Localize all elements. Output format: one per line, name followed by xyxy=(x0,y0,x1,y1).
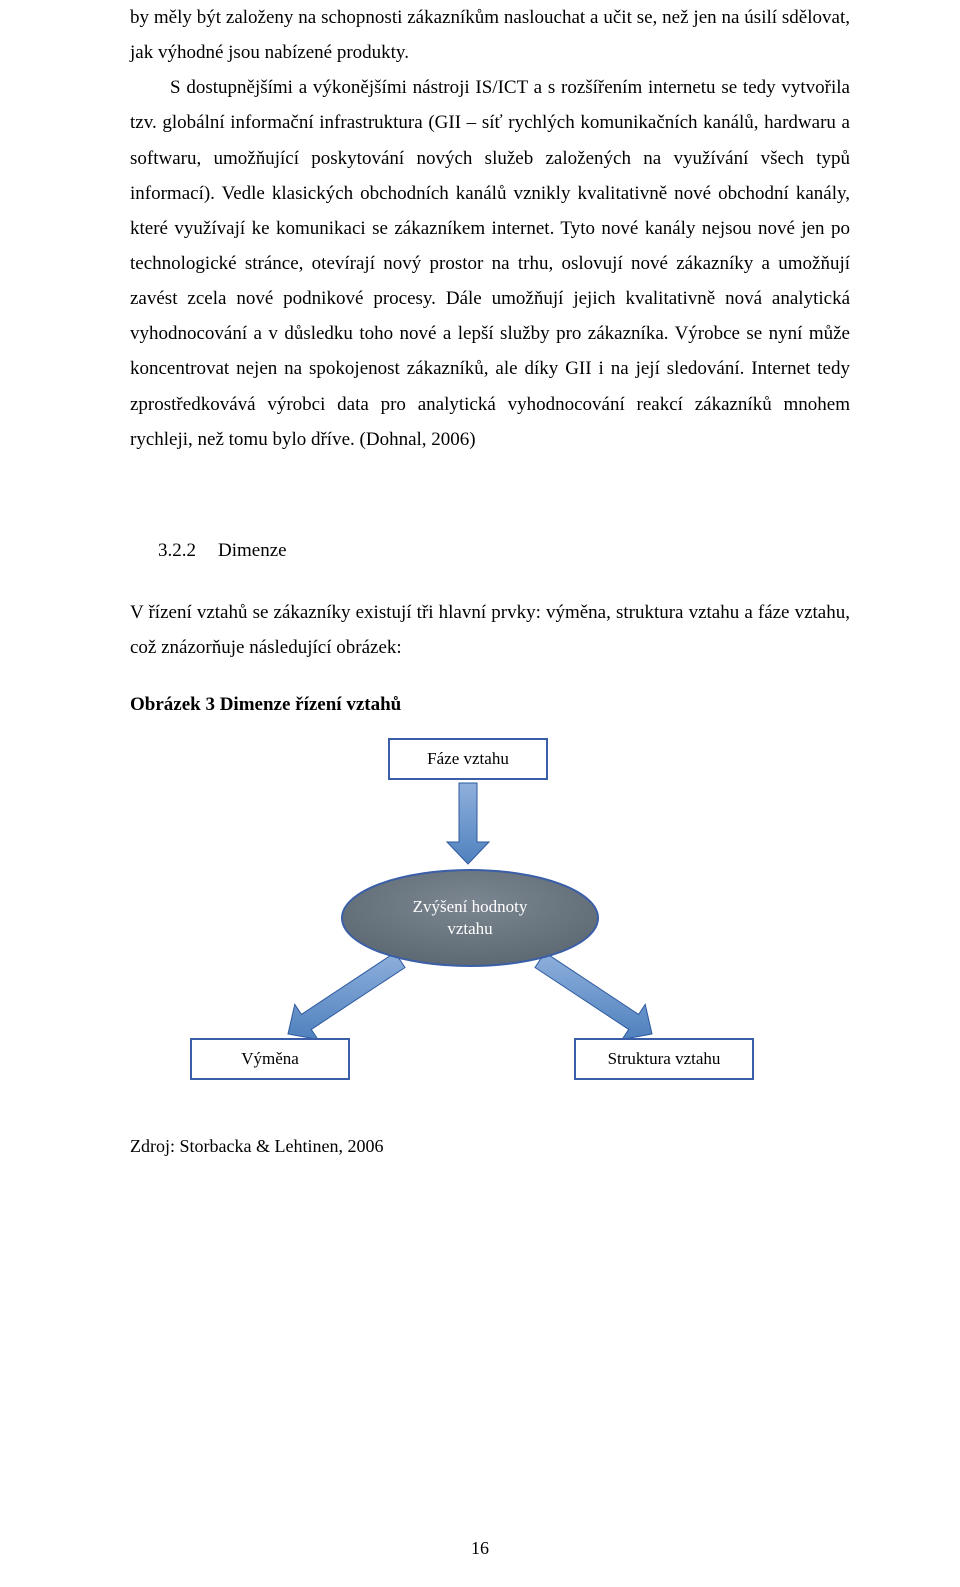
page-number: 16 xyxy=(0,1538,960,1559)
figure-title: Obrázek 3 Dimenze řízení vztahů xyxy=(130,694,850,716)
diagram-node-label: Zvýšení hodnotyvztahu xyxy=(413,896,528,940)
figure-source: Zdroj: Storbacka & Lehtinen, 2006 xyxy=(130,1136,850,1157)
diagram-arrow xyxy=(447,783,489,864)
section-paragraph: V řízení vztahů se zákazníky existují tř… xyxy=(130,595,850,665)
figure-diagram: Fáze vztahuZvýšení hodnotyvztahuVýměnaSt… xyxy=(190,738,750,1098)
diagram-node-center: Zvýšení hodnotyvztahu xyxy=(340,868,600,968)
diagram-node-left: Výměna xyxy=(190,1038,350,1080)
section-heading: 3.2.2 Dimenze xyxy=(158,537,850,566)
section-title: Dimenze xyxy=(218,540,287,561)
section-number: 3.2.2 xyxy=(158,537,196,566)
paragraph-1: by měly být založeny na schopnosti zákaz… xyxy=(130,0,850,70)
page: by měly být založeny na schopnosti zákaz… xyxy=(0,0,960,1587)
paragraph-2: S dostupnějšími a výkonějšími nástroji I… xyxy=(130,70,850,457)
diagram-node-right: Struktura vztahu xyxy=(574,1038,754,1080)
diagram-node-top: Fáze vztahu xyxy=(388,738,548,780)
